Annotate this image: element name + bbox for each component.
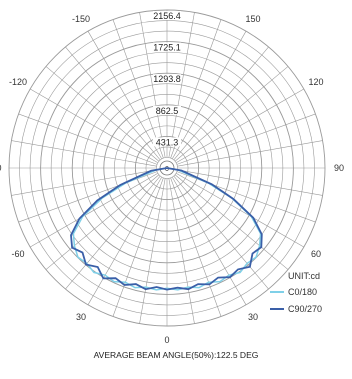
grid-spoke xyxy=(174,66,289,162)
legend-swatch-c0-180 xyxy=(270,290,284,293)
legend-label-c0-180: C0/180 xyxy=(288,286,318,297)
radial-tick-labels: 2156.4 1725.1 1293.8 862.5 431.3 xyxy=(153,11,181,147)
legend-item-c0-180: C0/180 xyxy=(270,283,322,300)
grid-spoke xyxy=(172,176,247,305)
tick-bg xyxy=(153,137,181,147)
legend-unit: UNIT:cd xyxy=(288,271,321,281)
radial-tick-label: 2156.4 xyxy=(153,11,181,21)
series-line-0 xyxy=(72,167,262,291)
grid-spoke xyxy=(45,174,160,270)
grid-spoke xyxy=(65,175,161,290)
grid-spoke xyxy=(175,88,304,163)
tick-bg xyxy=(153,42,181,52)
series-curves xyxy=(70,167,263,291)
grid-spoke xyxy=(176,113,316,165)
grid-spoke xyxy=(173,175,269,290)
grid-spoke xyxy=(174,174,289,270)
beam-angle-footer: AVERAGE BEAM ANGLE(50%):122.5 DEG xyxy=(93,350,259,360)
grid-spoke xyxy=(173,46,269,161)
grid-spoke xyxy=(30,173,159,248)
angle-label: -150 xyxy=(72,14,90,24)
angle-label: -120 xyxy=(9,77,27,87)
grid-spoke xyxy=(168,178,195,324)
radial-tick-label: 1725.1 xyxy=(153,43,181,53)
legend-label-c90-270: C90/270 xyxy=(288,303,323,314)
grid-spoke xyxy=(177,140,323,167)
tick-bg xyxy=(153,11,181,20)
grid-spoke xyxy=(172,31,247,160)
grid-spoke xyxy=(87,31,162,160)
grid-spoke xyxy=(177,169,323,196)
legend-item-c90-270: C90/270 xyxy=(270,300,322,317)
grid-spoke xyxy=(168,12,195,158)
grid-spoke xyxy=(170,177,222,317)
grid-spoke xyxy=(45,66,160,162)
grid-spoke xyxy=(175,173,304,248)
radial-tick-label: 1293.8 xyxy=(153,74,181,84)
radial-tick-label: 431.3 xyxy=(156,137,179,147)
legend: UNIT:cd C0/180 C90/270 xyxy=(270,271,322,317)
grid-spoke xyxy=(30,88,159,163)
grid-spoke xyxy=(170,19,222,159)
grid-spoke xyxy=(65,46,161,161)
grid-spoke xyxy=(18,113,158,165)
tick-bg xyxy=(153,105,181,115)
angle-tick-labels: -150 150 -120 120 -90 90 -60 60 30 30 0 xyxy=(0,14,344,345)
grid-spoke xyxy=(139,178,166,324)
angle-label: 0 xyxy=(164,335,169,345)
grid-spoke xyxy=(11,140,157,167)
grid-spoke xyxy=(112,19,164,159)
grid-spoke xyxy=(112,177,164,317)
series-line-1 xyxy=(70,167,263,291)
angle-label: 60 xyxy=(311,249,321,259)
angle-label: -90 xyxy=(0,163,2,173)
polar-grid: 0 xyxy=(8,9,326,327)
angle-label: 120 xyxy=(308,77,323,87)
angle-label: -60 xyxy=(12,249,25,259)
angle-label: 90 xyxy=(334,163,344,173)
angle-label: 150 xyxy=(245,14,260,24)
legend-swatch-c90-270 xyxy=(270,307,284,310)
grid-spoke xyxy=(139,12,166,158)
angle-label: 30 xyxy=(76,312,86,322)
tick-bg xyxy=(153,74,181,84)
radial-tick-label: 862.5 xyxy=(156,106,179,116)
angle-label: 30 xyxy=(248,312,258,322)
grid-spoke xyxy=(11,169,157,196)
grid-spoke xyxy=(87,176,162,305)
center-zero: 0 xyxy=(165,166,169,173)
